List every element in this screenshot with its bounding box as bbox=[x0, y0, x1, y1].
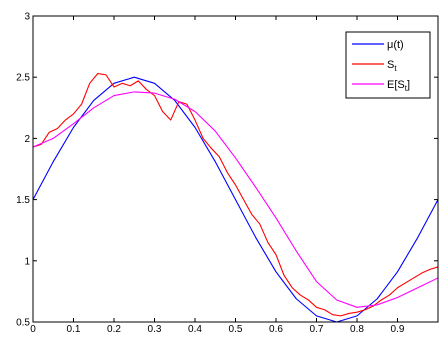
y-tick-label: 2 bbox=[24, 134, 30, 145]
x-tick-label: 0.1 bbox=[67, 324, 81, 335]
x-tick-label: 0.8 bbox=[350, 324, 364, 335]
x-tick-label: 0.6 bbox=[269, 324, 283, 335]
legend-box bbox=[345, 31, 431, 99]
y-tick-label: 2.5 bbox=[16, 73, 30, 84]
legend-label-sub: t bbox=[394, 64, 397, 73]
legend-label-tail: ] bbox=[407, 79, 410, 91]
legend-label-main: μ(t) bbox=[387, 39, 404, 51]
series-layer bbox=[32, 72, 439, 323]
series-line-1 bbox=[32, 72, 439, 317]
legend: μ(t)StE[St] bbox=[345, 31, 431, 99]
x-tick-label: 0.5 bbox=[229, 324, 243, 335]
legend-label-0: μ(t) bbox=[387, 39, 404, 51]
legend-label-2: E[St] bbox=[387, 79, 410, 93]
x-tick-label: 0.2 bbox=[107, 324, 121, 335]
x-tick-label: 0.7 bbox=[310, 324, 324, 335]
x-tick-label: 0.4 bbox=[188, 324, 202, 335]
legend-label-main: E[S bbox=[387, 79, 405, 91]
y-tick-label: 0.5 bbox=[16, 318, 30, 329]
y-tick-label: 3 bbox=[24, 12, 30, 23]
x-tick-label: 0 bbox=[30, 324, 36, 335]
y-tick-label: 1 bbox=[24, 256, 30, 267]
y-axis: 0.5 1 1.5 2 2.5 3 bbox=[16, 12, 438, 329]
x-tick-label: 0.9 bbox=[391, 324, 405, 335]
legend-label-1: St bbox=[387, 59, 397, 73]
series-line-2 bbox=[32, 91, 439, 308]
x-axis: 0 0.1 0.2 0.3 0.4 0.5 0.6 0.7 0.8 0.9 bbox=[30, 16, 405, 335]
legend-label-main: S bbox=[387, 59, 394, 71]
legend-label-sub: t bbox=[405, 84, 408, 93]
y-tick-label: 1.5 bbox=[16, 195, 30, 206]
series-line-0 bbox=[32, 76, 439, 323]
x-tick-label: 0.3 bbox=[148, 324, 162, 335]
